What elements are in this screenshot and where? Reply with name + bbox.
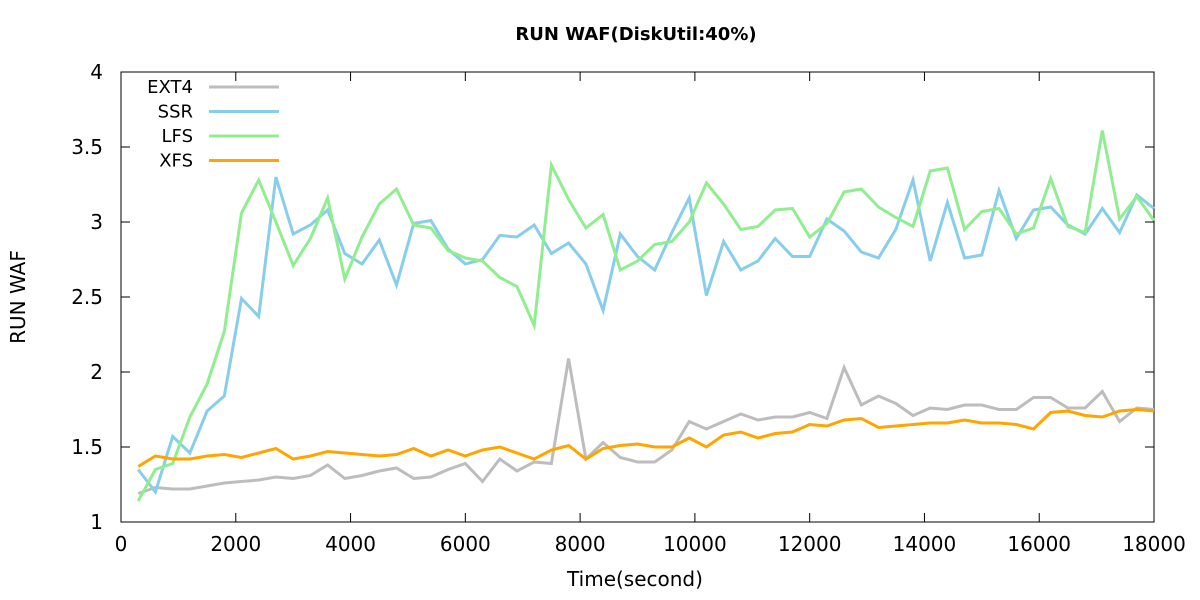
series-line-lfs (136, 130, 1156, 502)
y-tick-label: 1 (90, 510, 103, 534)
legend-label: LFS (162, 126, 194, 147)
y-tick-label: 3.5 (71, 135, 103, 159)
legend: EXT4 SSR LFS XFS (147, 77, 279, 172)
x-tick-label: 4000 (325, 532, 376, 556)
x-tick-label: 12000 (778, 532, 842, 556)
y-tick-label: 2 (90, 360, 103, 384)
x-tick-label: 18000 (1122, 532, 1186, 556)
chart-title: RUN WAF(DiskUtil:40%) (515, 24, 756, 45)
x-tick-label: 14000 (893, 532, 957, 556)
y-axis: 1 1.5 2 2.5 3 3.5 4 (71, 60, 1154, 534)
legend-label: SSR (158, 102, 193, 123)
series-line-ssr (137, 174, 1155, 496)
y-tick-label: 4 (90, 60, 103, 84)
x-tick-label: 0 (115, 532, 128, 556)
series-line-xfs (137, 407, 1155, 468)
y-tick-label: 2.5 (71, 285, 103, 309)
x-axis: 0 2000 4000 6000 8000 10000 12000 14000 16000 180… (115, 72, 1186, 556)
x-axis-label: Time(second) (566, 567, 703, 591)
x-tick-label: 10000 (663, 532, 727, 556)
y-tick-label: 1.5 (71, 435, 103, 459)
x-tick-label: 16000 (1007, 532, 1071, 556)
series-line-ext4 (137, 358, 1155, 495)
legend-label: EXT4 (147, 77, 193, 98)
y-tick-label: 3 (90, 210, 103, 234)
series-layer (136, 130, 1156, 502)
plot-frame (120, 71, 1155, 523)
y-axis-label: RUN WAF (6, 250, 30, 344)
legend-label: XFS (159, 151, 193, 172)
x-tick-label: 8000 (555, 532, 606, 556)
x-tick-label: 6000 (440, 532, 491, 556)
x-tick-label: 2000 (210, 532, 261, 556)
